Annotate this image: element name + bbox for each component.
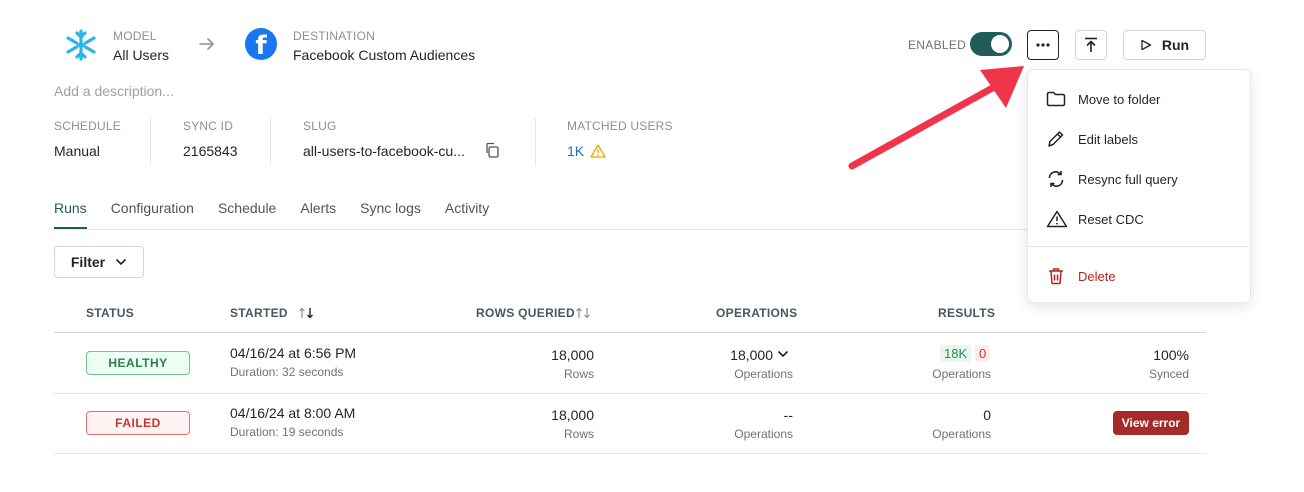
results-value: 0 xyxy=(983,407,991,423)
results-unit: Operations xyxy=(932,367,991,381)
slug-label: SLUG xyxy=(303,119,337,133)
menu-item-delete[interactable]: Delete xyxy=(1028,256,1250,296)
warning-icon xyxy=(1046,210,1068,228)
tab-sync-logs[interactable]: Sync logs xyxy=(360,200,421,216)
operations-value[interactable]: 18,000 xyxy=(730,347,773,363)
filter-label: Filter xyxy=(70,254,106,270)
menu-divider xyxy=(1028,246,1250,247)
play-icon xyxy=(1141,39,1152,51)
rows-value: 18,000 xyxy=(551,407,594,423)
upload-icon xyxy=(1085,37,1097,52)
chevron-down-icon xyxy=(116,258,127,266)
duration: Duration: 19 seconds xyxy=(230,425,344,439)
toggle-knob xyxy=(991,35,1009,53)
rows-unit: Rows xyxy=(563,367,594,381)
started-time: 04/16/24 at 8:00 AM xyxy=(230,405,356,421)
facebook-logo-icon: f xyxy=(245,28,277,60)
operations-value: -- xyxy=(783,407,793,423)
description-input[interactable]: Add a description... xyxy=(54,83,174,99)
export-button[interactable] xyxy=(1075,30,1107,60)
column-header-operations: OPERATIONS xyxy=(716,306,798,320)
started-time: 04/16/24 at 6:56 PM xyxy=(230,345,357,361)
row-divider xyxy=(54,453,1206,454)
column-header-status: STATUS xyxy=(86,306,135,320)
tabs-divider xyxy=(54,229,1206,230)
snowflake-logo-icon xyxy=(66,29,96,61)
sort-icon[interactable] xyxy=(298,307,316,319)
arrow-right-icon xyxy=(199,38,214,50)
results-unit: Operations xyxy=(932,427,991,441)
status-badge: FAILED xyxy=(86,411,190,435)
model-label: MODEL xyxy=(113,29,157,43)
enabled-label: ENABLED xyxy=(908,38,967,52)
menu-item-reset-cdc[interactable]: Reset CDC xyxy=(1028,199,1250,239)
row-divider xyxy=(54,393,1206,394)
schedule-label: SCHEDULE xyxy=(54,119,121,133)
column-header-started[interactable]: STARTED xyxy=(230,306,288,320)
sort-icon[interactable] xyxy=(575,307,593,319)
sync-id-value: 2165843 xyxy=(183,143,238,159)
filter-button[interactable]: Filter xyxy=(54,246,144,278)
tab-runs[interactable]: Runs xyxy=(54,200,87,229)
sync-id-label: SYNC ID xyxy=(183,119,234,133)
resync-icon xyxy=(1048,171,1064,187)
status-badge: HEALTHY xyxy=(86,351,190,375)
copy-icon[interactable] xyxy=(484,142,500,158)
synced-label: Synced xyxy=(1148,367,1189,381)
column-header-results: RESULTS xyxy=(938,306,996,320)
rows-unit: Rows xyxy=(563,427,594,441)
matched-users-label: MATCHED USERS xyxy=(567,119,673,133)
menu-item-label: Move to folder xyxy=(1078,91,1161,107)
tab-schedule[interactable]: Schedule xyxy=(217,200,277,216)
duration: Duration: 32 seconds xyxy=(230,365,344,379)
trash-icon xyxy=(1049,268,1063,285)
tab-alerts[interactable]: Alerts xyxy=(300,200,337,216)
operations-unit: Operations xyxy=(734,367,793,381)
annotation-arrow-icon xyxy=(848,66,1024,170)
ellipsis-icon xyxy=(1036,43,1050,47)
tab-activity[interactable]: Activity xyxy=(444,200,490,216)
destination-value[interactable]: Facebook Custom Audiences xyxy=(293,47,476,63)
menu-item-label: Delete xyxy=(1078,268,1116,284)
menu-item-resync-full-query[interactable]: Resync full query xyxy=(1028,159,1250,199)
results-failure-count: 0 xyxy=(975,345,991,362)
run-button-label: Run xyxy=(1161,37,1190,53)
column-header-rows-queried[interactable]: ROWS QUERIED xyxy=(476,306,575,320)
model-value[interactable]: All Users xyxy=(113,47,170,63)
meta-divider xyxy=(535,118,536,166)
menu-item-label: Reset CDC xyxy=(1078,211,1144,227)
folder-icon xyxy=(1046,91,1066,107)
menu-item-label: Edit labels xyxy=(1078,131,1138,147)
warning-icon xyxy=(590,144,606,158)
meta-divider xyxy=(270,118,271,166)
menu-item-edit-labels[interactable]: Edit labels xyxy=(1028,119,1250,159)
slug-value: all-users-to-facebook-cu... xyxy=(303,143,465,159)
matched-users-value[interactable]: 1K xyxy=(567,143,585,159)
tab-configuration[interactable]: Configuration xyxy=(110,200,194,216)
enabled-toggle[interactable] xyxy=(970,32,1012,56)
rows-value: 18,000 xyxy=(551,347,594,363)
meta-divider xyxy=(150,118,151,166)
schedule-value: Manual xyxy=(54,143,100,159)
menu-item-move-to-folder[interactable]: Move to folder xyxy=(1028,79,1250,119)
view-error-button[interactable]: View error xyxy=(1113,411,1189,435)
results-success-count: 18K xyxy=(940,345,972,362)
operations-unit: Operations xyxy=(734,427,793,441)
pencil-icon xyxy=(1048,131,1064,147)
synced-percent: 100% xyxy=(1153,347,1189,363)
chevron-down-icon[interactable] xyxy=(777,350,789,358)
run-button[interactable]: Run xyxy=(1123,30,1206,60)
more-options-menu: Move to folder Edit labels Resync full q… xyxy=(1027,69,1251,303)
table-header-divider xyxy=(54,332,1206,333)
menu-item-label: Resync full query xyxy=(1078,171,1178,187)
tab-bar: Runs Configuration Schedule Alerts Sync … xyxy=(54,200,489,229)
more-options-button[interactable] xyxy=(1027,30,1059,60)
destination-label: DESTINATION xyxy=(293,29,375,43)
